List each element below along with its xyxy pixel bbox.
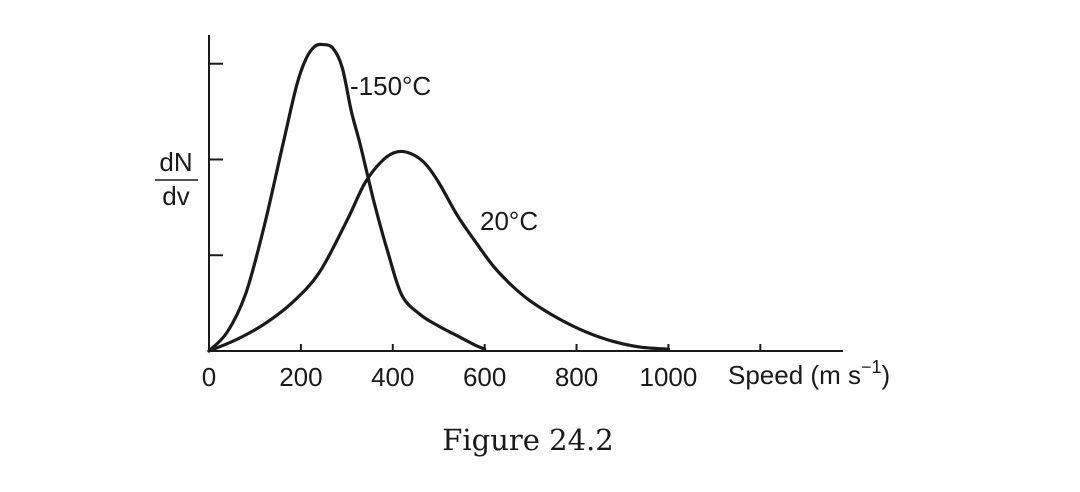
x-tick-label-800: 800 <box>555 362 598 392</box>
x-tick-label-1000: 1000 <box>639 362 697 392</box>
x-tick-labels: 0 200 400 600 800 1000 <box>202 362 698 392</box>
y-ticks <box>209 62 223 257</box>
x-tick-label-200: 200 <box>279 362 322 392</box>
x-tick-label-0: 0 <box>202 362 216 392</box>
curves <box>207 42 670 353</box>
series-curve-warm <box>207 149 670 353</box>
series-label-cold: -150°C <box>350 71 431 101</box>
x-tick-label-600: 600 <box>463 362 506 392</box>
ylabel-denominator: dv <box>162 181 189 211</box>
series-curve-cold <box>207 42 487 353</box>
ylabel-numerator: dN <box>159 147 192 177</box>
figure-caption: Figure 24.2 <box>442 423 613 457</box>
x-tick-label-400: 400 <box>371 362 414 392</box>
series-label-warm: 20°C <box>480 206 538 236</box>
x-axis-title: Speed (m s−1) <box>728 357 890 390</box>
